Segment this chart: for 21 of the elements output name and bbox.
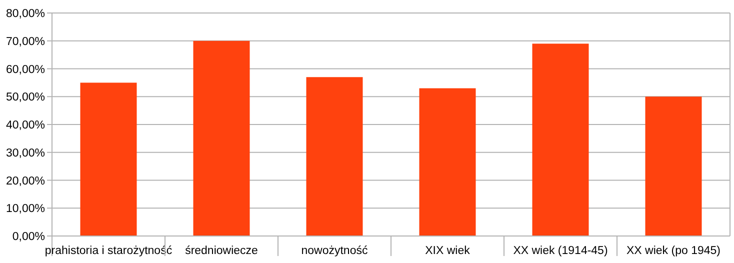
y-tick-label: 0,00%: [12, 231, 45, 244]
y-tick-label: 60,00%: [6, 64, 45, 76]
x-tick-label: średniowiecze: [185, 245, 258, 257]
y-tick-label: 70,00%: [6, 36, 45, 48]
x-tick-label: nowożytność: [301, 245, 368, 257]
y-tick-label: 10,00%: [6, 203, 45, 216]
y-tick-label: 80,00%: [6, 8, 45, 20]
bar: [80, 82, 137, 236]
bar: [306, 77, 363, 236]
bar: [193, 40, 250, 236]
y-tick-label: 50,00%: [6, 92, 45, 104]
x-tick-label: XIX wiek: [425, 245, 470, 257]
x-tick-label: XX wiek (po 1945): [626, 245, 721, 257]
bar: [532, 44, 589, 236]
x-tick-label: prahistoria i starożytność: [44, 245, 172, 257]
bar: [645, 96, 702, 236]
y-tick-label: 30,00%: [6, 147, 45, 160]
y-tick-label: 20,00%: [6, 175, 45, 188]
bar: [419, 88, 476, 236]
y-tick-label: 40,00%: [6, 120, 45, 132]
x-tick-label: XX wiek (1914-45): [513, 245, 608, 257]
